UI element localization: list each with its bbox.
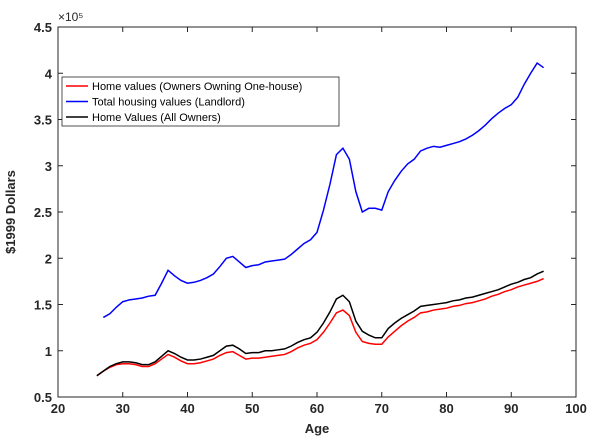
x-tick-label: 80 <box>439 401 453 416</box>
x-tick-label: 20 <box>51 401 65 416</box>
data-line <box>102 61 545 319</box>
x-tick-label: 70 <box>375 401 389 416</box>
x-tick-label: 60 <box>310 401 324 416</box>
data-line <box>96 270 544 377</box>
y-tick-label: 2 <box>45 251 52 266</box>
legend-box <box>61 76 340 127</box>
plot-frame <box>57 26 577 398</box>
x-tick-label: 30 <box>116 401 130 416</box>
y-tick-label: 4 <box>45 66 53 81</box>
y-tick-label: 1 <box>45 344 52 359</box>
y-axis-label: $1999 Dollars <box>3 170 18 254</box>
y-tick-label: 1.5 <box>34 298 52 313</box>
x-tick-label: 40 <box>180 401 194 416</box>
data-line <box>96 277 544 377</box>
y-tick-label: 3 <box>45 159 52 174</box>
y-tick-label: 0.5 <box>34 390 52 405</box>
x-tick-label: 90 <box>504 401 518 416</box>
legend-label: Total housing values (Landlord) <box>92 97 245 109</box>
y-tick-label: 4.5 <box>34 20 52 35</box>
x-tick-label: 50 <box>245 401 259 416</box>
x-tick-label: 100 <box>565 401 587 416</box>
y-tick-label: 3.5 <box>34 113 52 128</box>
x-axis-label: Age <box>305 421 330 436</box>
legend-label: Home values (Owners Owning One-house) <box>92 81 302 93</box>
y-multiplier: ×10⁵ <box>58 10 83 24</box>
legend: Home values (Owners Owning One-house) Tot… <box>61 76 340 127</box>
legend-label: Home Values (All Owners) <box>92 112 221 124</box>
y-tick-label: 2.5 <box>34 205 52 220</box>
